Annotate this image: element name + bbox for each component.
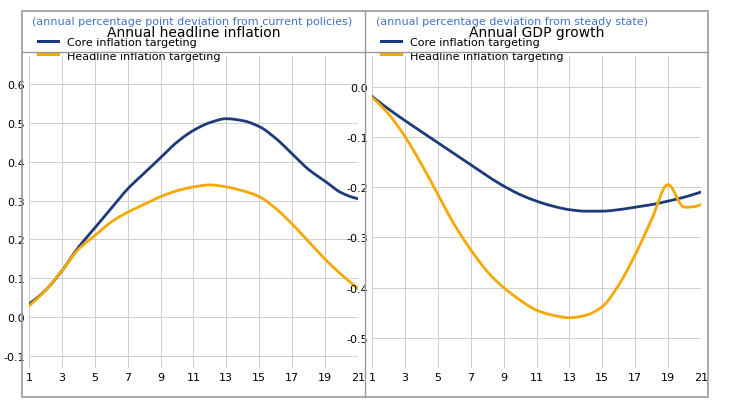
Headline inflation targeting [570, 315, 579, 320]
Core inflation targeting [569, 208, 577, 213]
Line: Headline inflation targeting: Headline inflation targeting [29, 186, 358, 306]
Core inflation targeting [227, 117, 236, 122]
Text: Annual headline inflation: Annual headline inflation [107, 26, 280, 40]
Core inflation targeting [368, 95, 377, 100]
Headline inflation targeting [220, 185, 229, 190]
Headline inflation targeting [564, 315, 572, 320]
Headline inflation targeting [564, 315, 573, 320]
Core inflation targeting [221, 117, 230, 122]
Core inflation targeting [562, 207, 571, 212]
Headline inflation targeting [25, 303, 34, 308]
Legend: Core inflation targeting, Headline inflation targeting: Core inflation targeting, Headline infla… [381, 38, 564, 61]
Legend: Core inflation targeting, Headline inflation targeting: Core inflation targeting, Headline infla… [38, 38, 220, 61]
Headline inflation targeting [26, 303, 35, 308]
Headline inflation targeting [227, 186, 236, 191]
Core inflation targeting [220, 117, 229, 122]
Core inflation targeting [696, 190, 705, 195]
Line: Core inflation targeting: Core inflation targeting [372, 97, 701, 212]
Text: (annual percentage point deviation from current policies): (annual percentage point deviation from … [32, 17, 353, 27]
Core inflation targeting [26, 301, 35, 306]
Core inflation targeting [582, 209, 591, 214]
Headline inflation targeting [353, 286, 362, 291]
Headline inflation targeting [323, 260, 332, 265]
Headline inflation targeting [205, 183, 214, 188]
Text: (annual percentage deviation from steady state): (annual percentage deviation from steady… [376, 17, 648, 27]
Line: Headline inflation targeting: Headline inflation targeting [372, 99, 701, 318]
Headline inflation targeting [696, 203, 705, 208]
Headline inflation targeting [368, 96, 377, 101]
Core inflation targeting [25, 301, 34, 306]
Headline inflation targeting [562, 315, 571, 320]
Line: Core inflation targeting: Core inflation targeting [29, 119, 358, 304]
Core inflation targeting [564, 207, 572, 212]
Headline inflation targeting [646, 220, 655, 225]
Headline inflation targeting [369, 97, 378, 102]
Headline inflation targeting [666, 185, 675, 190]
Headline inflation targeting [303, 238, 312, 243]
Core inflation targeting [646, 203, 655, 208]
Core inflation targeting [353, 197, 362, 202]
Core inflation targeting [303, 166, 312, 171]
Core inflation targeting [219, 117, 228, 122]
Core inflation targeting [666, 198, 675, 203]
Headline inflation targeting [221, 185, 230, 190]
Text: Annual GDP growth: Annual GDP growth [469, 26, 604, 40]
Core inflation targeting [323, 182, 332, 187]
Core inflation targeting [369, 96, 378, 101]
